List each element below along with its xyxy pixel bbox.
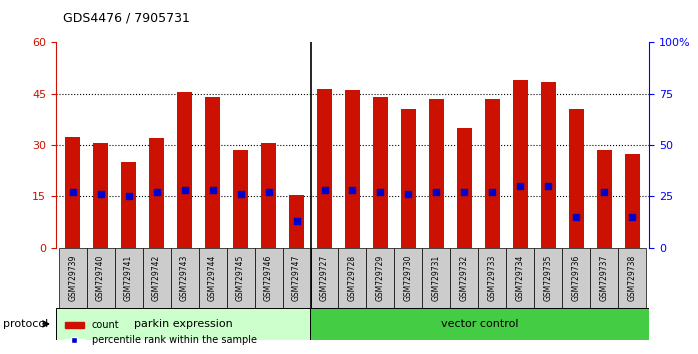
Text: GSM729733: GSM729733 — [488, 255, 497, 301]
FancyBboxPatch shape — [422, 248, 450, 308]
FancyBboxPatch shape — [310, 308, 649, 340]
Text: GSM729731: GSM729731 — [432, 255, 441, 301]
Point — [319, 188, 330, 193]
FancyBboxPatch shape — [366, 248, 394, 308]
Point — [487, 189, 498, 195]
Point — [263, 189, 274, 195]
FancyBboxPatch shape — [394, 248, 422, 308]
Bar — [456, 128, 472, 248]
FancyBboxPatch shape — [283, 248, 311, 308]
FancyBboxPatch shape — [255, 248, 283, 308]
Bar — [513, 80, 528, 248]
Text: GSM729730: GSM729730 — [404, 255, 413, 301]
Text: GSM729728: GSM729728 — [348, 255, 357, 301]
Bar — [597, 150, 612, 248]
Bar — [177, 92, 192, 248]
FancyBboxPatch shape — [170, 248, 198, 308]
Text: vector control: vector control — [441, 319, 519, 329]
Text: GSM729729: GSM729729 — [376, 255, 385, 301]
Point — [179, 188, 190, 193]
Text: GDS4476 / 7905731: GDS4476 / 7905731 — [63, 12, 190, 25]
Text: GSM729738: GSM729738 — [628, 255, 637, 301]
Bar — [149, 138, 164, 248]
Point — [347, 188, 358, 193]
Bar — [345, 90, 360, 248]
FancyBboxPatch shape — [87, 248, 114, 308]
Point — [431, 189, 442, 195]
Bar — [429, 99, 444, 248]
Bar — [261, 143, 276, 248]
Point — [459, 189, 470, 195]
Point — [571, 214, 582, 220]
Bar — [625, 154, 640, 248]
FancyBboxPatch shape — [535, 248, 563, 308]
FancyBboxPatch shape — [311, 248, 339, 308]
Bar — [541, 82, 556, 248]
FancyBboxPatch shape — [563, 248, 591, 308]
Bar — [233, 150, 248, 248]
Text: GSM729743: GSM729743 — [180, 255, 189, 301]
Text: parkin expression: parkin expression — [133, 319, 232, 329]
Point — [599, 189, 610, 195]
Text: GSM729740: GSM729740 — [96, 255, 105, 301]
Text: GSM729739: GSM729739 — [68, 255, 77, 301]
Point — [235, 192, 246, 197]
Text: protocol: protocol — [3, 319, 49, 329]
Text: GSM729744: GSM729744 — [208, 255, 217, 301]
Bar — [205, 97, 221, 248]
Point — [403, 192, 414, 197]
Text: GSM729741: GSM729741 — [124, 255, 133, 301]
Text: GSM729747: GSM729747 — [292, 255, 301, 301]
Legend: count, percentile rank within the sample: count, percentile rank within the sample — [61, 316, 260, 349]
Text: GSM729736: GSM729736 — [572, 255, 581, 301]
Text: GSM729727: GSM729727 — [320, 255, 329, 301]
Bar — [569, 109, 584, 248]
Text: GSM729735: GSM729735 — [544, 255, 553, 301]
Bar — [317, 89, 332, 248]
Point — [375, 189, 386, 195]
Text: GSM729746: GSM729746 — [264, 255, 273, 301]
Text: GSM729742: GSM729742 — [152, 255, 161, 301]
FancyBboxPatch shape — [59, 248, 87, 308]
FancyBboxPatch shape — [114, 248, 142, 308]
FancyBboxPatch shape — [198, 248, 227, 308]
FancyBboxPatch shape — [142, 248, 170, 308]
Bar — [65, 137, 80, 248]
Point — [627, 214, 638, 220]
FancyBboxPatch shape — [591, 248, 618, 308]
Bar — [289, 195, 304, 248]
Point — [151, 189, 162, 195]
Text: GSM729732: GSM729732 — [460, 255, 469, 301]
Point — [67, 189, 78, 195]
Bar — [484, 99, 500, 248]
FancyBboxPatch shape — [507, 248, 535, 308]
Point — [515, 183, 526, 189]
Point — [291, 218, 302, 224]
FancyBboxPatch shape — [450, 248, 478, 308]
FancyBboxPatch shape — [227, 248, 255, 308]
FancyBboxPatch shape — [56, 308, 310, 340]
Text: GSM729737: GSM729737 — [600, 255, 609, 301]
Point — [123, 194, 134, 199]
Point — [543, 183, 554, 189]
Bar — [401, 109, 416, 248]
Bar — [373, 97, 388, 248]
Text: GSM729734: GSM729734 — [516, 255, 525, 301]
FancyBboxPatch shape — [339, 248, 366, 308]
Text: GSM729745: GSM729745 — [236, 255, 245, 301]
Point — [207, 188, 218, 193]
Point — [95, 192, 106, 197]
Bar — [121, 162, 136, 248]
FancyBboxPatch shape — [478, 248, 507, 308]
Bar — [93, 143, 108, 248]
FancyBboxPatch shape — [618, 248, 646, 308]
